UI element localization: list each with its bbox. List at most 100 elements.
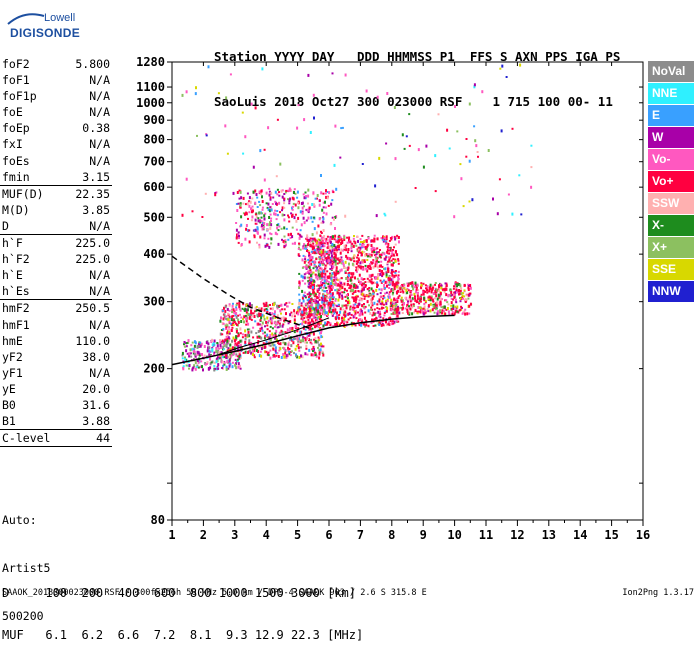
echo-point — [323, 279, 326, 283]
echo-point — [270, 322, 273, 325]
echo-point — [380, 237, 383, 239]
echo-point — [317, 326, 320, 329]
echo-point — [258, 190, 261, 194]
echo-point — [254, 201, 257, 205]
echo-point — [433, 311, 436, 314]
echo-point — [384, 243, 387, 246]
echo-point — [223, 361, 226, 364]
echo-point — [344, 272, 347, 274]
echo-point — [366, 277, 369, 280]
echo-point — [459, 308, 462, 311]
echo-point — [344, 314, 347, 318]
echo-point — [391, 279, 394, 282]
echo-point — [188, 354, 191, 358]
echo-point — [308, 313, 311, 315]
echo-point — [281, 308, 284, 311]
echo-point — [428, 288, 431, 291]
echo-point — [383, 237, 386, 239]
echo-point — [314, 325, 316, 329]
echo-point — [265, 305, 268, 307]
echo-point — [394, 271, 397, 274]
param-value: N/A — [89, 365, 110, 380]
echo-point — [333, 238, 336, 241]
echo-point — [309, 314, 311, 318]
echo-point — [319, 318, 321, 321]
echo-point — [360, 299, 363, 302]
echo-point — [301, 305, 304, 308]
echo-point — [439, 300, 442, 303]
echo-point — [324, 252, 326, 256]
echo-point — [357, 290, 360, 292]
param-name: C-level — [2, 431, 51, 446]
echo-point — [260, 347, 263, 351]
echo-point — [322, 312, 325, 315]
echo-point — [332, 298, 334, 300]
echo-point — [262, 226, 265, 229]
echo-point — [239, 313, 241, 316]
param-value: 22.35 — [75, 186, 110, 201]
echo-point — [338, 258, 341, 261]
echo-point — [301, 296, 304, 300]
echo-point — [353, 240, 356, 243]
echo-point — [331, 292, 334, 296]
echo-point — [274, 332, 277, 335]
echo-point — [309, 328, 312, 330]
echo-point — [262, 314, 265, 318]
echo-point — [399, 289, 402, 292]
echo-point — [320, 280, 322, 284]
echo-point — [321, 281, 324, 284]
echo-point — [222, 364, 225, 368]
echo-point — [326, 291, 328, 293]
echo-point — [298, 284, 301, 287]
y-tick-label: 300 — [143, 295, 165, 309]
echo-point — [408, 305, 410, 308]
echo-point — [329, 249, 331, 253]
echo-point — [414, 308, 417, 312]
echo-point — [427, 304, 430, 308]
echo-point — [350, 284, 353, 287]
param-row: foEs N/A — [2, 153, 110, 169]
echo-point — [259, 204, 262, 207]
echo-point — [248, 196, 251, 200]
echo-point — [408, 113, 411, 116]
echo-point — [339, 156, 342, 159]
echo-point — [257, 340, 260, 342]
echo-point — [307, 73, 310, 77]
echo-point — [329, 292, 332, 295]
param-name: fmin — [2, 169, 30, 184]
echo-point — [464, 312, 467, 316]
echo-point — [215, 191, 218, 194]
echo-point — [365, 319, 368, 323]
echo-point — [344, 260, 347, 264]
echo-point — [333, 279, 336, 282]
echo-point — [384, 292, 387, 295]
legend-item: X- — [648, 215, 694, 236]
echo-point — [287, 189, 290, 192]
echo-point — [272, 303, 275, 307]
echo-point — [373, 301, 376, 305]
echo-point — [334, 259, 337, 263]
echo-point — [322, 303, 325, 306]
echo-point — [307, 194, 310, 198]
echo-point — [459, 300, 462, 303]
echo-point — [307, 296, 310, 299]
echo-point — [228, 309, 231, 312]
echo-point — [461, 312, 464, 315]
echo-point — [386, 306, 389, 310]
echo-point — [314, 351, 317, 354]
legend-item: SSE — [648, 259, 694, 280]
echo-point — [236, 360, 239, 362]
echo-point — [213, 343, 216, 347]
echo-point — [324, 290, 327, 293]
echo-point — [299, 234, 302, 238]
echo-point — [411, 297, 414, 301]
echo-point — [414, 187, 417, 189]
echo-point — [250, 313, 252, 316]
echo-point — [194, 367, 197, 371]
echo-point — [269, 344, 272, 347]
echo-point — [453, 291, 456, 294]
echo-point — [426, 285, 429, 289]
echo-point — [207, 65, 210, 69]
echo-point — [301, 206, 304, 210]
echo-point — [286, 305, 289, 308]
